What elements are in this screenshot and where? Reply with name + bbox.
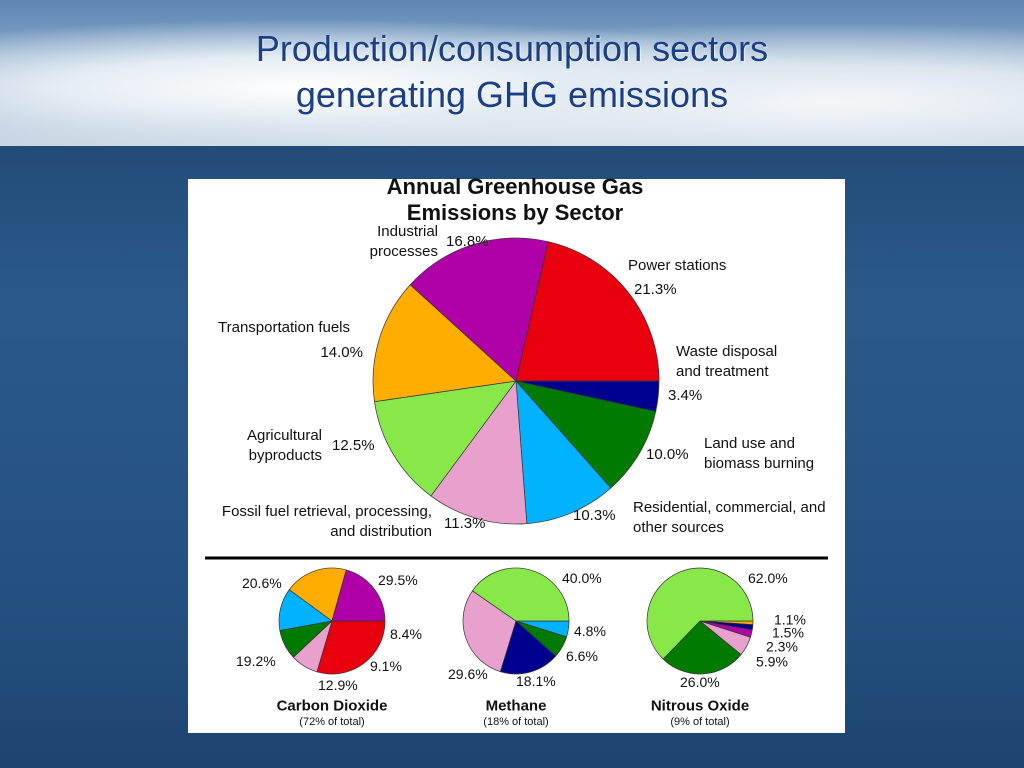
category-label: Waste disposal and treatment — [676, 343, 778, 380]
pie-slice — [646, 567, 754, 660]
value-label: 2.3% — [766, 638, 798, 655]
value-label: 20.6% — [242, 575, 282, 591]
value-label: 29.5% — [378, 572, 418, 588]
chart-title: Annual Greenhouse Gas Emissions by Secto… — [386, 174, 644, 225]
value-label: 6.6% — [566, 648, 598, 664]
pie-title: Methane — [485, 697, 547, 715]
value-label: 5.9% — [756, 653, 788, 670]
slide-title-line: generating GHG emissions — [295, 74, 729, 115]
pie-slice — [316, 620, 386, 675]
category-label: Industrial processes — [369, 223, 438, 260]
value-label: 16.8% — [446, 233, 489, 250]
category-label: Land use and biomass burning — [704, 435, 815, 472]
category-label: Agricultural byproducts — [246, 427, 322, 464]
pie-slice — [515, 241, 660, 382]
pie-title: Carbon Dioxide — [276, 697, 388, 715]
value-label: 1.1% — [774, 611, 806, 628]
category-label: Residential, commercial, and other sourc… — [633, 499, 826, 536]
pie-slice — [409, 237, 549, 382]
category-label: Power stations — [628, 257, 727, 274]
pie-slice — [372, 284, 517, 403]
pie-subtitle: (18% of total) — [483, 716, 549, 728]
pie-slice — [288, 567, 347, 622]
header-banner — [0, 0, 1024, 146]
chart — [205, 237, 828, 675]
pie-slice — [462, 590, 517, 673]
pie-title: Nitrous Oxide — [650, 697, 750, 715]
pie-slice — [662, 620, 742, 675]
value-label: 12.9% — [318, 677, 358, 693]
pie-subtitle: (9% of total) — [670, 716, 730, 728]
slide-title: Production/consumption sectors generatin… — [0, 26, 1024, 118]
pie-slice — [331, 569, 386, 622]
pie-slice — [515, 379, 612, 524]
pie-slice — [515, 380, 657, 489]
pie-subtitle: (72% of total) — [299, 716, 365, 728]
value-label: 21.3% — [634, 281, 677, 298]
value-label: 14.0% — [320, 344, 363, 361]
value-label: 12.5% — [332, 437, 375, 454]
value-label: 4.8% — [574, 623, 606, 639]
category-label: Transportation fuels — [218, 319, 351, 336]
value-label: 9.1% — [370, 658, 402, 674]
pie-slice — [374, 380, 517, 497]
value-label: 1.5% — [772, 624, 804, 641]
value-label: 8.4% — [390, 626, 422, 642]
pie-slice — [499, 620, 557, 675]
value-label: 10.0% — [646, 446, 689, 463]
value-label: 40.0% — [562, 570, 602, 586]
value-label: 11.3% — [444, 515, 486, 532]
value-label: 10.3% — [573, 507, 616, 524]
value-label: 62.0% — [748, 570, 788, 586]
value-label: 26.0% — [680, 674, 720, 690]
value-label: 19.2% — [236, 653, 276, 669]
value-label: 3.4% — [668, 387, 703, 404]
value-label: 18.1% — [516, 673, 556, 689]
slide-title-line: Production/consumption sectors — [255, 28, 769, 69]
chart-panel: Annual Greenhouse Gas Emissions by Secto… — [188, 174, 845, 733]
pie-slice — [471, 567, 570, 622]
pie-slice — [430, 380, 528, 525]
category-label: Fossil fuel retrieval, processing, and d… — [221, 503, 432, 540]
value-label: 29.6% — [448, 666, 488, 682]
